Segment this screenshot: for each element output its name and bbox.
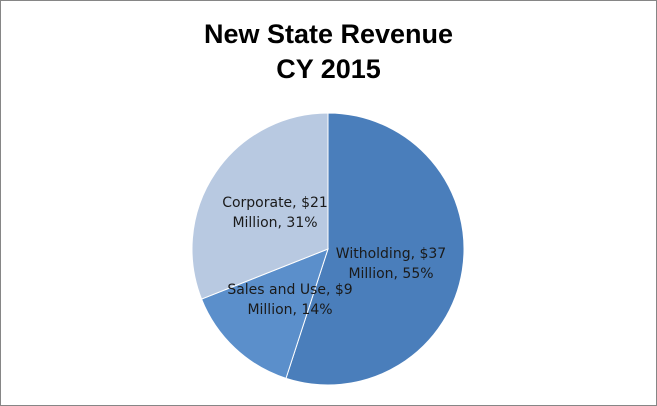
data-label-witholding: Witholding, $37 Million, 55% <box>336 246 446 282</box>
pie-slice-witholding <box>285 112 465 386</box>
data-label-corporate: Corporate, $21 Million, 31% <box>222 195 328 231</box>
chart-title-line2: CY 2015 <box>276 54 381 84</box>
chart-title: New State Revenue CY 2015 <box>1 17 656 87</box>
pie-slice-corporate <box>191 112 329 300</box>
chart-title-line1: New State Revenue <box>203 19 454 49</box>
data-label-sales-and-use: Sales and Use, $9 Million, 14% <box>227 282 352 318</box>
pie-slice-sales-and-use <box>200 248 329 379</box>
